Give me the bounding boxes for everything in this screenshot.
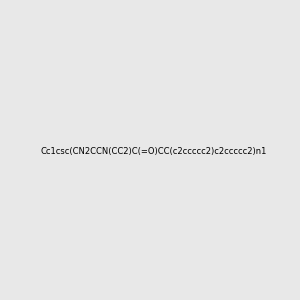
Text: Cc1csc(CN2CCN(CC2)C(=O)CC(c2ccccc2)c2ccccc2)n1: Cc1csc(CN2CCN(CC2)C(=O)CC(c2ccccc2)c2ccc…: [40, 147, 267, 156]
